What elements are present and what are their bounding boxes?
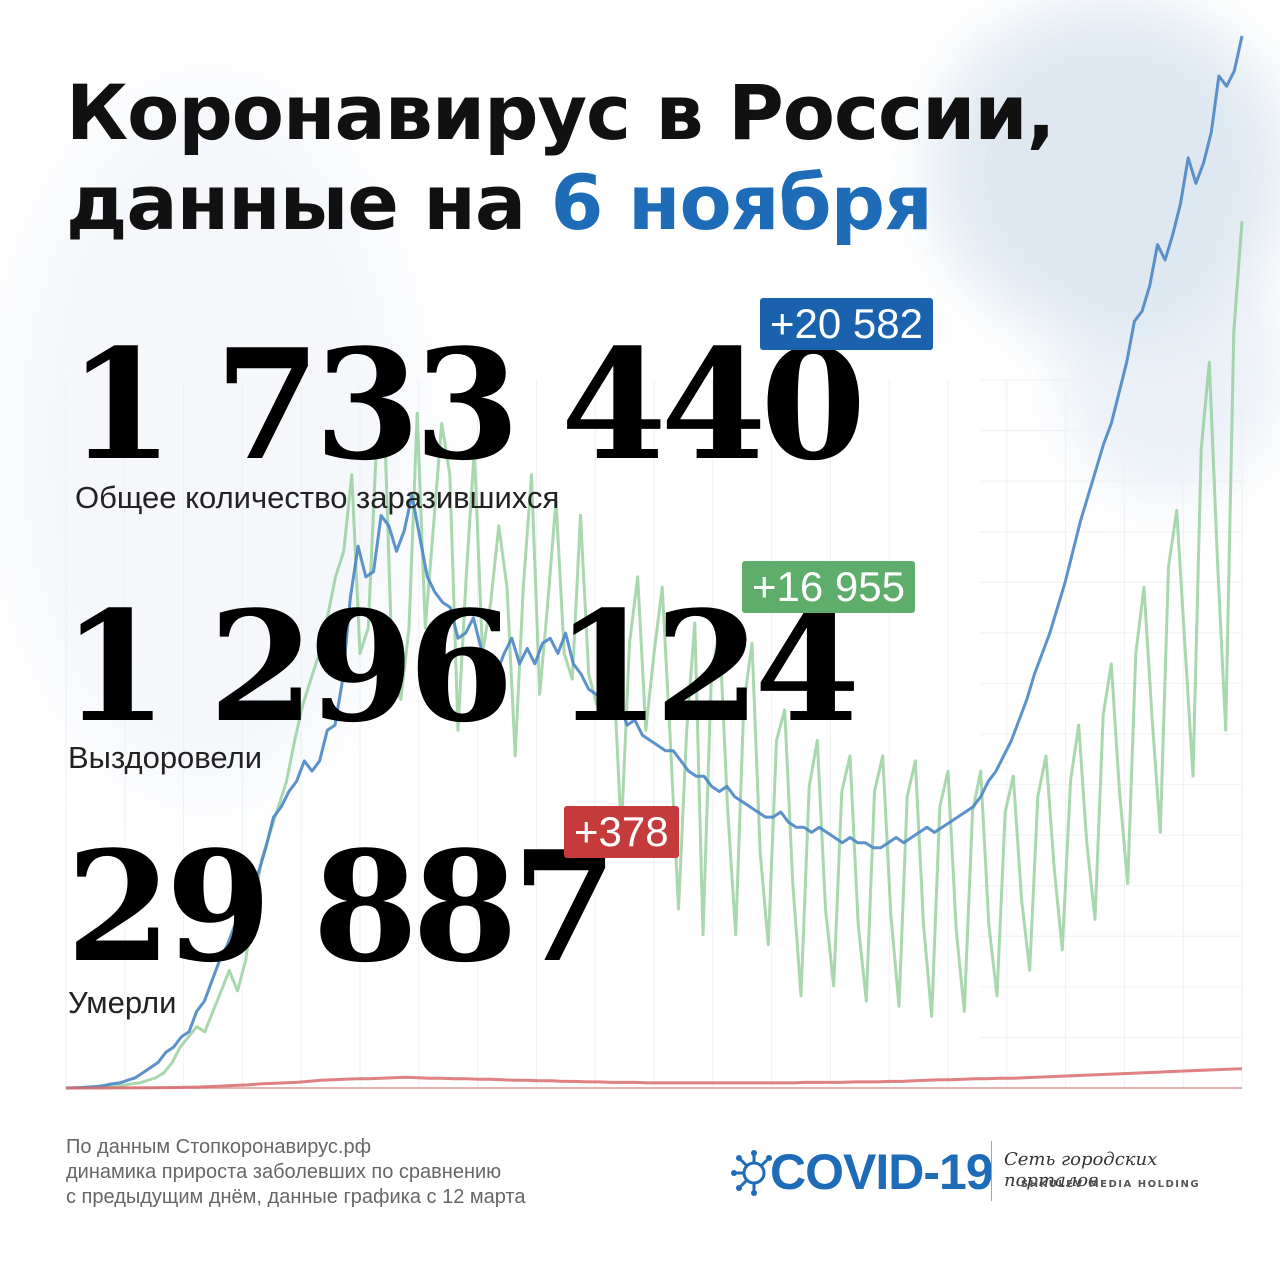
chart-grid — [65, 379, 1243, 1089]
infected-delta-badge: +20 582 — [760, 298, 933, 350]
logo-holding-text: SHKULEV MEDIA HOLDING — [1021, 1179, 1201, 1190]
source-note-line-2: динамика прироста заболевших по сравнени… — [66, 1161, 502, 1183]
recovered-count: 1 296 124 — [62, 577, 860, 756]
title-line-1: Коронавирус в России, — [66, 68, 1055, 157]
deaths-delta-badge: +378 — [564, 806, 679, 858]
deaths-label: Умерли — [68, 985, 177, 1020]
page-title: Коронавирус в России, данные на 6 ноября — [66, 68, 1055, 248]
infected-count: 1 733 440 — [68, 315, 866, 494]
deaths-count: 29 887 — [66, 817, 618, 996]
logo-text: COVID-19 — [770, 1144, 994, 1200]
source-note-line-3: с предыдущим днём, данные графика с 12 м… — [66, 1186, 526, 1208]
chart-series — [65, 35, 1244, 1090]
logo-network-text: Сеть городских порталов — [1004, 1149, 1158, 1191]
title-line-2-prefix: данные на — [66, 158, 551, 247]
source-note-line-1: По данным Стопкоронавирус.рф — [66, 1136, 372, 1158]
recovered-delta-badge: +16 955 — [742, 561, 915, 613]
infected-label: Общее количество заразившихся — [75, 480, 560, 515]
logo-divider — [991, 1141, 992, 1201]
covid-logo: COVID-19 Сеть городских порталов SHKULEV… — [728, 1135, 1228, 1205]
recovered-label: Выздоровели — [68, 740, 263, 775]
deaths-line — [66, 1067, 1243, 1090]
virus-icon — [731, 1150, 772, 1196]
source-note: По данным Стопкоронавирус.рф динамика пр… — [66, 1135, 526, 1210]
infected-line — [65, 35, 1244, 1090]
title-date: 6 ноября — [550, 158, 933, 247]
